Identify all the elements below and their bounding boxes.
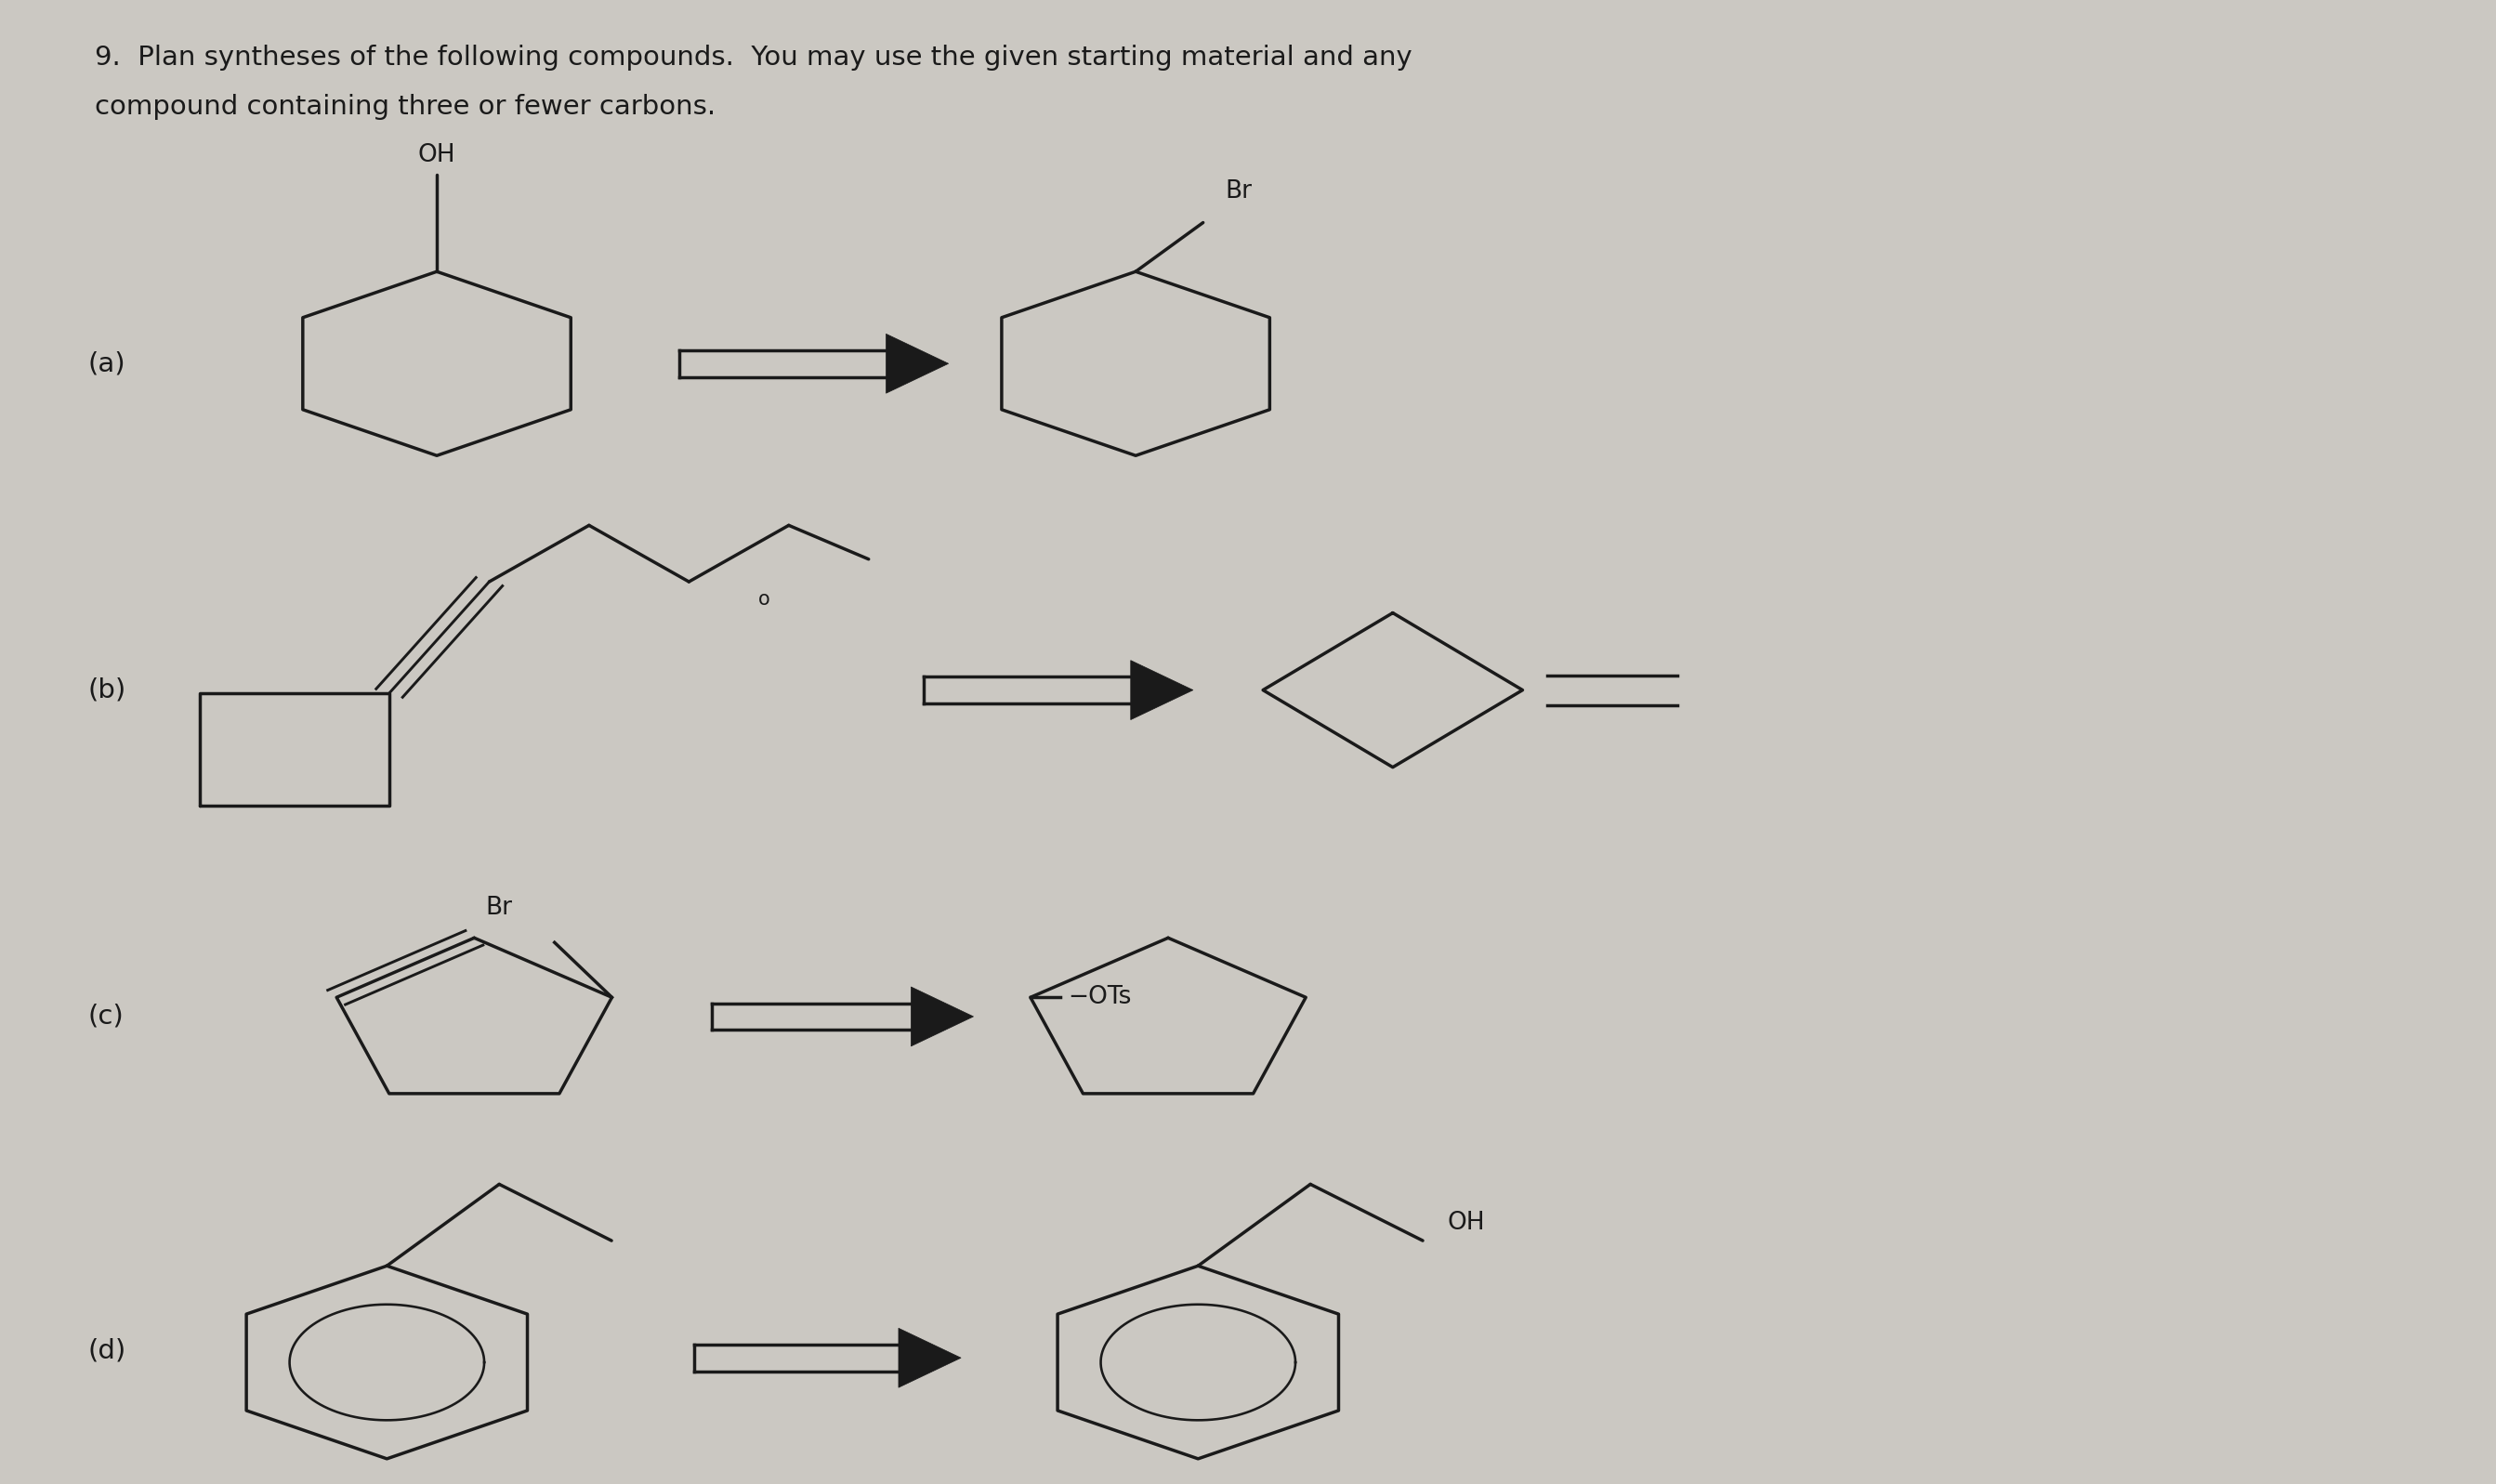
Text: (a): (a) xyxy=(87,350,125,377)
Text: −OTs: −OTs xyxy=(1068,985,1131,1009)
Text: o: o xyxy=(759,591,769,608)
Text: compound containing three or fewer carbons.: compound containing three or fewer carbo… xyxy=(95,93,716,120)
Text: (d): (d) xyxy=(87,1337,125,1364)
Polygon shape xyxy=(899,1328,961,1388)
Text: Br: Br xyxy=(1226,180,1253,203)
Text: (b): (b) xyxy=(87,677,125,703)
Text: 9.  Plan syntheses of the following compounds.  You may use the given starting m: 9. Plan syntheses of the following compo… xyxy=(95,45,1413,71)
Polygon shape xyxy=(886,334,948,393)
Polygon shape xyxy=(1131,660,1193,720)
Text: Br: Br xyxy=(484,896,512,920)
Text: OH: OH xyxy=(417,144,457,168)
Text: (c): (c) xyxy=(87,1003,122,1030)
Text: OH: OH xyxy=(1448,1211,1485,1235)
Polygon shape xyxy=(911,987,973,1046)
